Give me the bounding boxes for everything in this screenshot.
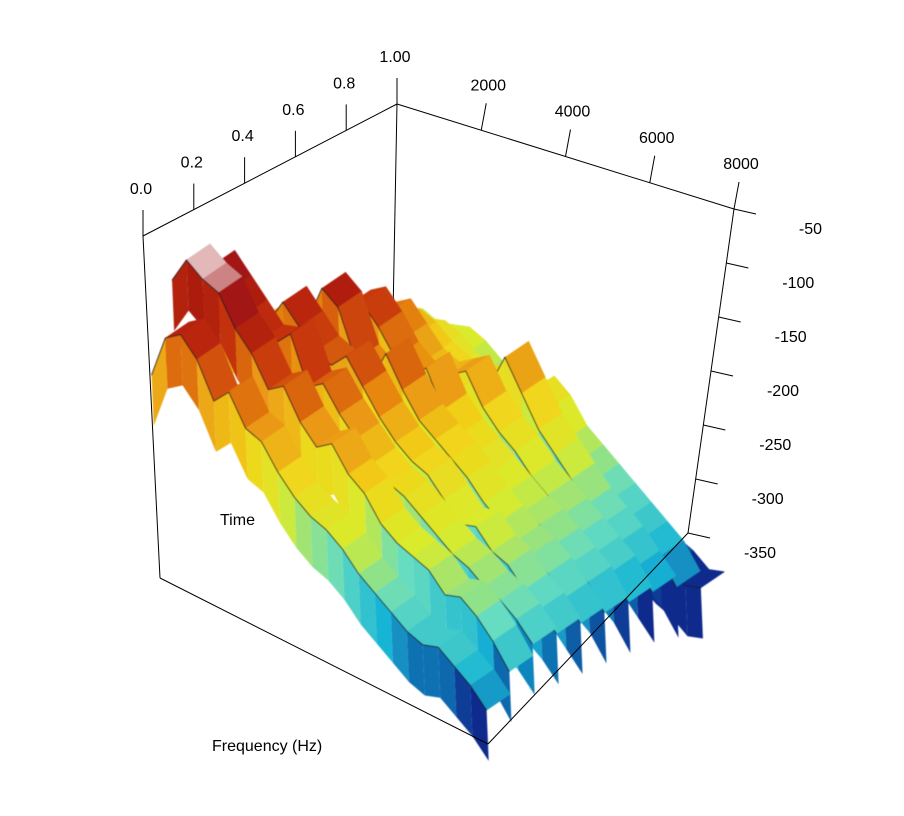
axis-tick bbox=[733, 208, 757, 215]
surface-front-facet bbox=[294, 497, 313, 567]
z-axis: -50 -100 -150 -200 -250 -300 -350 bbox=[687, 208, 822, 562]
tick-label: 8000 bbox=[723, 156, 759, 173]
time-axis-title: Time bbox=[220, 512, 255, 529]
surface-front-facet bbox=[342, 548, 361, 625]
axis-tick bbox=[565, 129, 571, 157]
surface-front-facet bbox=[261, 441, 281, 523]
axis-tick bbox=[733, 181, 740, 210]
tick-label: 0.0 bbox=[130, 181, 152, 198]
tick-label: 0.4 bbox=[231, 128, 253, 145]
frequency-axis: 2000 4000 6000 8000 bbox=[470, 77, 759, 210]
surface-front-facet bbox=[180, 334, 199, 411]
axis-tick bbox=[695, 478, 718, 485]
surface-front-facet bbox=[151, 338, 168, 426]
axis-tick bbox=[726, 262, 749, 269]
surface-front-facet bbox=[422, 644, 441, 698]
box-edge-bottom-front-right bbox=[487, 532, 689, 745]
box-edge-bottom-front-left bbox=[159, 577, 489, 745]
time-axis: 0.0 0.2 0.4 0.6 0.8 1.00 bbox=[130, 49, 411, 236]
tick-label: -350 bbox=[744, 545, 776, 562]
surface-front-facet bbox=[685, 585, 703, 639]
surface-front-facet bbox=[245, 428, 264, 493]
tick-label: -250 bbox=[759, 437, 791, 454]
tick-label: -50 bbox=[799, 221, 822, 238]
surface-front-facet bbox=[228, 392, 248, 479]
tick-label: 6000 bbox=[639, 130, 675, 147]
tick-label: -100 bbox=[782, 275, 814, 292]
tick-label: 0.8 bbox=[333, 75, 355, 92]
surface-ridge-line bbox=[151, 334, 488, 711]
surface-front-facet bbox=[165, 334, 183, 389]
axis-tick bbox=[718, 316, 741, 323]
axis-tick bbox=[687, 532, 711, 539]
surface-front-facet bbox=[331, 443, 351, 525]
axis-tick bbox=[710, 370, 734, 377]
tick-label: 4000 bbox=[555, 104, 591, 121]
tick-label: 2000 bbox=[470, 77, 506, 94]
surface-front-facet bbox=[438, 647, 457, 717]
surface-ridge-line bbox=[171, 259, 510, 672]
surface-front-facet bbox=[277, 472, 297, 548]
axis-tick bbox=[703, 424, 726, 431]
surface-front-facet bbox=[172, 259, 189, 331]
tick-label: -300 bbox=[752, 491, 784, 508]
surface-front-facet bbox=[196, 359, 216, 452]
surface-front-facet bbox=[186, 259, 205, 330]
surface-slice bbox=[171, 243, 534, 723]
tick-label: 1.00 bbox=[379, 49, 410, 66]
box-edge-top-left bbox=[142, 103, 398, 237]
surface-front-facet bbox=[406, 631, 425, 696]
surface-front-facet bbox=[213, 392, 231, 452]
surface-mesh bbox=[151, 243, 726, 761]
surface-front-facet bbox=[454, 666, 473, 737]
surface-front-facet bbox=[374, 592, 393, 663]
box-back-edges bbox=[142, 103, 735, 579]
axis-tick bbox=[480, 103, 487, 131]
surface-front-facet bbox=[326, 529, 345, 600]
axis-tick bbox=[649, 155, 656, 183]
tick-label: -150 bbox=[775, 329, 807, 346]
frequency-axis-title: Frequency (Hz) bbox=[212, 738, 322, 755]
surface-front-facet bbox=[310, 516, 329, 581]
surface-front-facet bbox=[358, 573, 377, 644]
surface-front-facet bbox=[390, 612, 409, 682]
tick-label: -200 bbox=[767, 383, 799, 400]
tick-label: 0.2 bbox=[181, 155, 203, 172]
surface-front-facet bbox=[218, 292, 238, 380]
surface-slice bbox=[151, 318, 511, 761]
tick-label: 0.6 bbox=[282, 102, 304, 119]
box-edge-left-vertical bbox=[142, 235, 161, 579]
